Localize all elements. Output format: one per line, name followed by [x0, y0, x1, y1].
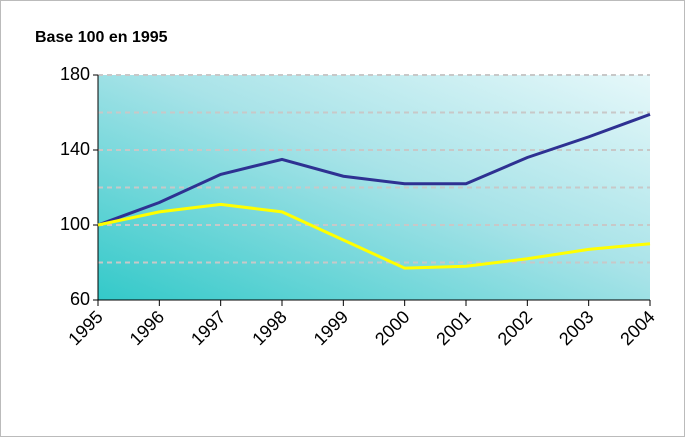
series-line	[97, 112, 651, 227]
chart-title: Base 100 en 1995	[35, 29, 168, 46]
y-tick-label: 100	[60, 214, 90, 234]
y-tick-label: 140	[60, 139, 90, 159]
y-tick-label: 60	[70, 289, 90, 309]
y-tick-label: 180	[60, 64, 90, 84]
series-line	[97, 202, 651, 270]
